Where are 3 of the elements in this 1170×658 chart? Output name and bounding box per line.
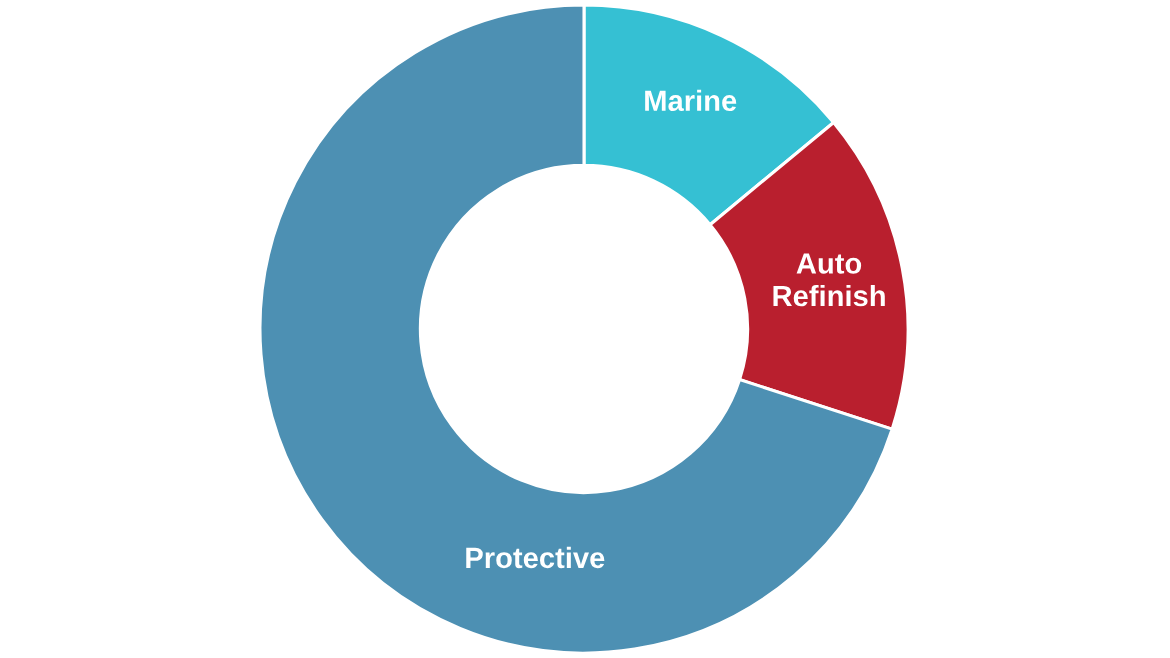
slice-label: Protective [466,546,605,569]
slice-label: Marine [645,89,737,112]
slice-label: Auto Refinish [773,253,885,307]
